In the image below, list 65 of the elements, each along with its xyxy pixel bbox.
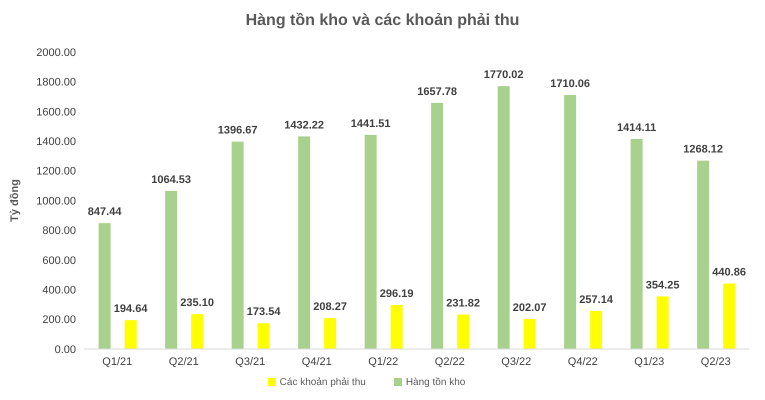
x-tick-label: Q1/21	[102, 356, 132, 368]
bar	[431, 102, 444, 349]
bar	[364, 134, 377, 349]
data-label: 257.14	[579, 294, 614, 306]
data-label: 1396.67	[218, 124, 258, 137]
y-tick-label: 200.00	[42, 314, 76, 326]
bar	[390, 305, 403, 349]
x-tick-label: Q3/21	[235, 356, 266, 368]
chart-title: Hàng tồn kho và các khoản phải thu	[244, 11, 520, 31]
y-tick-label: 1600.00	[36, 106, 76, 118]
bar	[697, 160, 710, 349]
bar	[457, 314, 470, 349]
x-tick-label: Q2/23	[700, 356, 731, 368]
legend-label: Các khoản phải thu	[280, 377, 366, 388]
y-axis-title: Tỷ đồng	[8, 179, 21, 222]
y-tick-label: 0.00	[54, 344, 76, 356]
data-label: 1432.22	[284, 119, 324, 132]
bar	[298, 136, 310, 349]
bar	[98, 223, 111, 349]
data-label: 847.44	[88, 206, 122, 218]
x-tick-label: Q1/22	[368, 356, 398, 368]
bar	[590, 310, 602, 349]
y-tick-label: 2000.00	[36, 46, 76, 59]
data-label: 1414.11	[617, 122, 656, 134]
data-label: 440.86	[712, 266, 746, 279]
data-label: 1657.78	[417, 86, 458, 98]
data-label: 202.07	[512, 302, 546, 314]
data-label: 208.27	[313, 301, 347, 314]
y-tick-label: 400.00	[42, 284, 76, 297]
y-tick-label: 1000.00	[36, 195, 76, 208]
bar	[656, 296, 669, 349]
y-tick-label: 600.00	[42, 254, 76, 267]
bar	[232, 142, 244, 349]
data-label: 231.82	[446, 298, 480, 310]
data-label: 1268.12	[683, 144, 724, 156]
data-label: 354.25	[646, 279, 680, 292]
x-tick-label: Q1/23	[634, 356, 664, 368]
data-label: 296.19	[380, 288, 414, 300]
bar	[723, 284, 736, 349]
y-tick-label: 1800.00	[36, 76, 76, 89]
x-tick-label: Q2/22	[434, 356, 465, 368]
data-label: 173.54	[246, 306, 282, 318]
bar	[124, 320, 137, 349]
data-label: 194.64	[114, 303, 148, 316]
bar	[258, 323, 270, 349]
y-tick-label: 1400.00	[36, 136, 76, 148]
bar	[191, 314, 204, 349]
data-label: 1441.51	[350, 118, 391, 130]
bar	[498, 86, 510, 349]
bar	[165, 190, 178, 349]
x-tick-label: Q4/21	[302, 356, 332, 368]
x-tick-label: Q4/22	[568, 356, 598, 368]
legend-label: Hàng tồn kho	[406, 377, 466, 388]
bar	[524, 318, 536, 349]
bar	[324, 318, 336, 349]
y-tick-label: 800.00	[42, 225, 76, 238]
x-tick-label: Q3/22	[501, 356, 532, 368]
data-label: 1770.02	[484, 69, 524, 82]
bar	[630, 139, 643, 349]
x-tick-label: Q2/21	[168, 356, 199, 368]
y-tick-label: 1200.00	[36, 166, 76, 178]
data-label: 235.10	[180, 297, 214, 310]
bar	[564, 95, 576, 349]
data-label: 1064.53	[151, 174, 192, 186]
data-label: 1710.06	[550, 78, 590, 90]
